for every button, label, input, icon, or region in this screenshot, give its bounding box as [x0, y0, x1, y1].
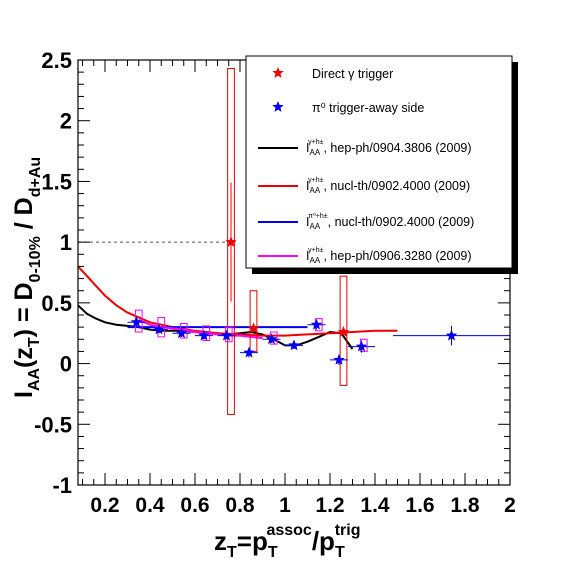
y-tick-label: 0.5 — [41, 291, 72, 316]
x-tick-label: 1.4 — [360, 494, 390, 517]
legend-label: IAAπ⁰+h±, nucl-th/0902.4000 (2009) — [306, 212, 474, 231]
data-point-star — [225, 236, 237, 247]
x-tick-label: 1 — [279, 494, 291, 517]
y-tick-label: -1 — [52, 473, 72, 498]
data-point-star — [220, 329, 233, 341]
y-tick-label: 1.5 — [41, 169, 72, 194]
x-tick-label: 0.4 — [135, 494, 165, 517]
x-tick-label: 0.6 — [180, 494, 209, 517]
x-tick-label: 1.6 — [405, 494, 434, 517]
y-tick-label: 1 — [60, 230, 72, 255]
legend-label: π⁰ trigger-away side — [312, 101, 424, 115]
legend-box — [245, 55, 513, 269]
data-point-star — [310, 318, 323, 330]
legend-label: Direct γ trigger — [312, 67, 393, 81]
data-point-star — [333, 353, 345, 365]
x-tick-label: 0.8 — [225, 494, 255, 517]
data-point-star — [247, 322, 260, 334]
x-axis-title: zT=pTassoc/pTtrig — [214, 522, 361, 561]
legend: Direct γ trigger π⁰ trigger-away side IAAγ… — [245, 55, 518, 274]
legend-label: IAAγ+h±, hep-ph/0904.3806 (2009) — [306, 139, 472, 157]
data-point-star — [288, 339, 300, 351]
y-tick-label: 2.5 — [41, 48, 72, 73]
data-point-star — [265, 333, 278, 345]
x-tick-label: 1.8 — [450, 494, 480, 517]
legend-marker — [272, 67, 284, 78]
data-point-star — [337, 326, 350, 337]
data-point-star — [175, 327, 188, 339]
y-tick-label: -0.5 — [34, 412, 72, 437]
legend-label: IAAγ+h±, nucl-th/0902.4000 (2009) — [306, 177, 470, 195]
legend-label: IAAγ+h±, hep-ph/0906.3280 (2009) — [306, 247, 472, 265]
data-point-star — [243, 346, 255, 358]
x-tick-label: 2 — [504, 494, 516, 517]
y-tick-label: 0 — [60, 352, 72, 377]
y-axis-title: IAA(zT) = D0-10% / Dd+Au — [10, 157, 44, 398]
legend-marker — [272, 101, 284, 112]
data-point-star — [355, 340, 368, 352]
y-tick-label: 2 — [60, 109, 72, 134]
x-tick-label: 0.2 — [90, 494, 119, 517]
data-point-star — [198, 329, 210, 341]
data-point-star — [153, 323, 165, 335]
data-point-star — [130, 316, 143, 328]
x-tick-label: 1.2 — [315, 494, 344, 517]
data-point-star — [445, 329, 458, 341]
